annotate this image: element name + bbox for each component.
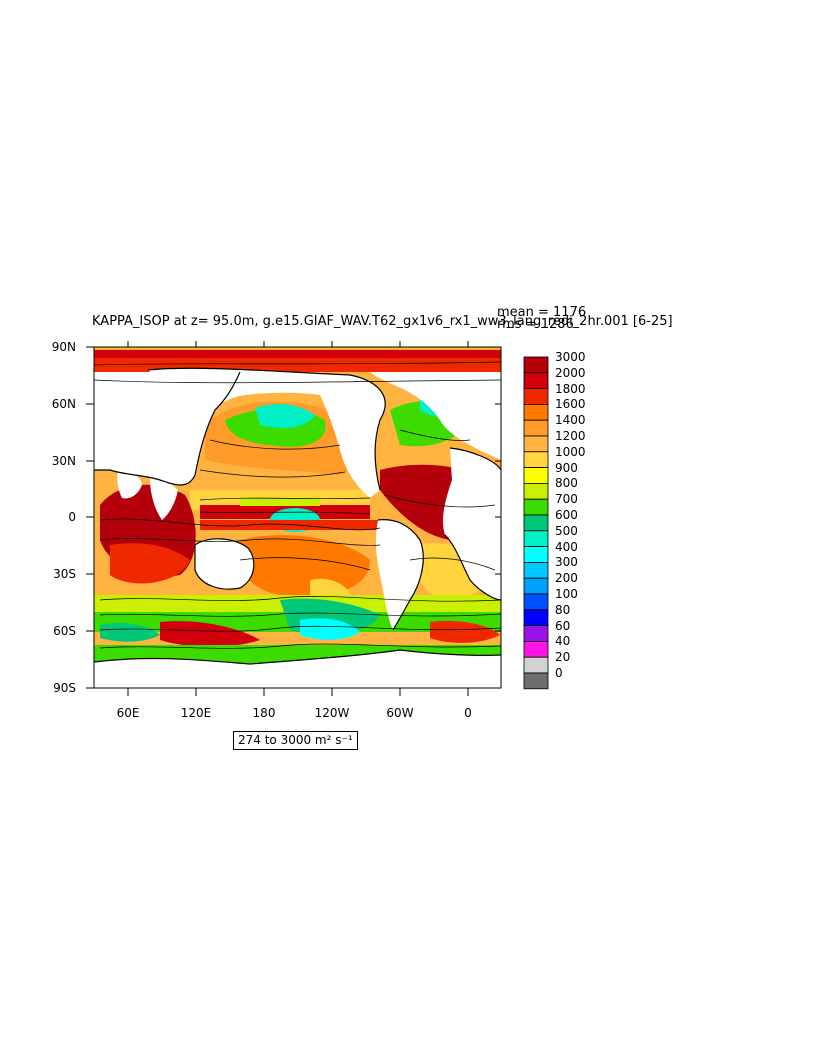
colorbar-swatch — [523, 498, 549, 516]
colorbar-swatch — [523, 656, 549, 674]
colorbar-label: 1200 — [555, 429, 586, 443]
colorbar-swatch — [523, 467, 549, 484]
colorbar-swatch — [523, 451, 549, 468]
lat-label: 60S — [53, 624, 76, 638]
colorbar-label: 1800 — [555, 381, 586, 396]
colorbar-label: 300 — [555, 555, 578, 570]
axis-ticks — [86, 341, 501, 696]
colorbar-swatch — [523, 577, 549, 595]
contour-lines — [94, 361, 501, 649]
lon-label: 120E — [180, 706, 212, 720]
colorbar-label: 800 — [555, 476, 578, 491]
colorbar-label: 2000 — [555, 365, 586, 380]
lon-label: 180 — [252, 706, 276, 720]
lat-label: 90N — [51, 340, 76, 354]
colorbar-label: 200 — [555, 571, 578, 586]
colorbar-swatch — [523, 482, 549, 500]
colorbar-label: 3000 — [555, 350, 586, 364]
colorbar-label: 600 — [555, 508, 578, 522]
colorbar — [523, 356, 549, 690]
colorbar-label: 1600 — [555, 397, 586, 412]
lon-label: 120W — [314, 706, 350, 720]
colorbar-label: 500 — [555, 523, 578, 538]
colorbar-swatch — [523, 530, 549, 547]
colorbar-label: 100 — [555, 587, 578, 601]
lat-label: 30N — [51, 454, 76, 468]
colorbar-swatch — [523, 403, 549, 421]
colorbar-label: 20 — [555, 650, 571, 665]
colorbar-label: 1000 — [555, 444, 586, 459]
ocean-field — [94, 347, 501, 688]
lat-label: 30S — [53, 567, 76, 581]
colorbar-swatch — [523, 356, 549, 374]
lat-label: 90S — [53, 681, 76, 695]
lon-label: 60E — [116, 706, 140, 720]
colorbar-label: 900 — [555, 460, 578, 475]
colorbar-label: 1400 — [555, 413, 586, 428]
stat-rms: rms = 1286 — [497, 317, 574, 332]
stat-mean: mean = 1176 — [497, 305, 587, 320]
lon-label: 0 — [464, 706, 472, 720]
colorbar-swatch — [523, 372, 549, 389]
colorbar-swatch — [523, 593, 549, 611]
colorbar-swatch — [523, 609, 549, 626]
colorbar-swatch — [523, 562, 549, 579]
colorbar-label: 40 — [555, 634, 571, 649]
colorbar-swatch — [523, 672, 549, 690]
range-label: 274 to 3000 m² s⁻¹ — [233, 731, 358, 750]
lat-label: 0 — [68, 510, 76, 524]
colorbar-swatch — [523, 546, 549, 563]
colorbar-swatch — [523, 435, 549, 453]
lat-label: 60N — [51, 397, 76, 411]
plot-title: KAPPA_ISOP at z= 95.0m, g.e15.GIAF_WAV.T… — [92, 314, 673, 329]
colorbar-swatch — [523, 388, 549, 405]
colorbar-swatch — [523, 514, 549, 532]
colorbar-label: 700 — [555, 492, 578, 507]
lon-label: 60W — [386, 706, 414, 720]
colorbar-swatch — [523, 625, 549, 642]
colorbar-label: 0 — [555, 666, 563, 680]
colorbar-label: 60 — [555, 618, 571, 633]
colorbar-swatch — [523, 641, 549, 658]
colorbar-label: 400 — [555, 539, 578, 554]
colorbar-label: 80 — [555, 602, 571, 617]
colorbar-swatch — [523, 419, 549, 437]
